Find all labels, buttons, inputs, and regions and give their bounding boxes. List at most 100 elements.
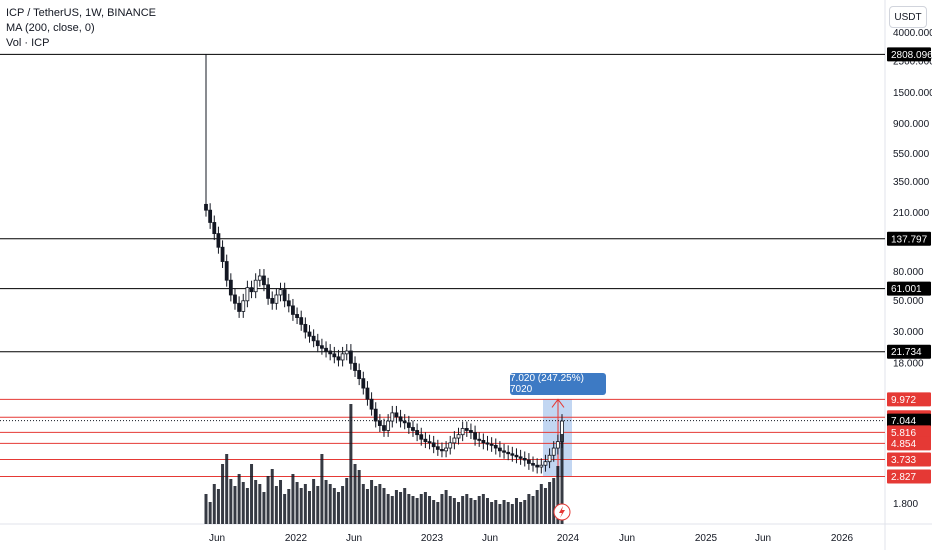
volume-bar bbox=[332, 488, 336, 524]
candle-body bbox=[315, 340, 320, 347]
legend-symbol: ICP / TetherUS, 1W, BINANCE bbox=[6, 7, 156, 19]
price-label-4854-bg bbox=[887, 436, 931, 451]
candle-body bbox=[419, 434, 424, 440]
volume-bar bbox=[457, 502, 461, 524]
volume-bar bbox=[266, 476, 270, 524]
volume-bar bbox=[312, 479, 316, 524]
y-tick-label: 210.000 bbox=[893, 208, 930, 219]
y-tick-label: 1.800 bbox=[893, 499, 918, 510]
price-label-2808: 2808.096 bbox=[891, 50, 932, 61]
candle-body bbox=[493, 444, 498, 449]
candle-body bbox=[510, 453, 515, 456]
volume-bar bbox=[481, 494, 485, 524]
candle-body bbox=[299, 317, 304, 325]
candle-body bbox=[431, 442, 436, 448]
candle-body bbox=[555, 441, 560, 449]
currency-selector-button[interactable]: USDT bbox=[889, 6, 927, 28]
volume-bar bbox=[299, 488, 303, 524]
candle-body bbox=[535, 464, 540, 468]
volume-bar bbox=[394, 490, 398, 524]
candle-body bbox=[228, 279, 233, 296]
candle-body bbox=[547, 454, 552, 463]
volume-bar bbox=[407, 494, 411, 524]
candle-body bbox=[514, 454, 519, 458]
volume-bar bbox=[283, 494, 287, 524]
volume-bar bbox=[423, 492, 427, 524]
volume-bar bbox=[415, 498, 419, 524]
candle-body bbox=[257, 275, 262, 281]
measure-label: 7.020 (247.25%) 7020 bbox=[510, 373, 606, 395]
price-label-9972-bg bbox=[887, 392, 931, 407]
volume-bar bbox=[552, 478, 556, 524]
volume-bar bbox=[473, 500, 477, 524]
candle-body bbox=[212, 222, 217, 235]
candle-body bbox=[522, 457, 527, 461]
candle-body bbox=[377, 420, 382, 426]
candle-body bbox=[311, 335, 316, 342]
volume-bar bbox=[291, 474, 295, 524]
candle-body bbox=[353, 362, 357, 371]
volume-bar bbox=[357, 470, 361, 524]
candle-body bbox=[336, 356, 341, 361]
price-label-2808-bg bbox=[887, 47, 931, 62]
candle-body bbox=[539, 464, 544, 468]
candle-body bbox=[208, 209, 213, 223]
candle-body bbox=[485, 442, 490, 445]
candle-body bbox=[402, 420, 407, 424]
volume-bar bbox=[519, 502, 523, 524]
volume-bar bbox=[419, 494, 423, 524]
price-label-21-bg bbox=[887, 344, 931, 359]
volume-bar bbox=[374, 486, 378, 524]
volume-bar bbox=[523, 500, 527, 524]
volume-bar bbox=[336, 492, 340, 524]
candle-body bbox=[398, 416, 403, 422]
candle-body bbox=[411, 427, 415, 431]
volume-bar bbox=[535, 490, 539, 524]
volume-bar bbox=[233, 486, 237, 524]
volume-bar bbox=[506, 502, 510, 524]
candle-body bbox=[220, 246, 225, 262]
candle-body bbox=[440, 449, 444, 452]
candle-body bbox=[382, 425, 386, 431]
candle-body bbox=[452, 437, 457, 444]
candle-body bbox=[307, 331, 312, 337]
candle-body bbox=[282, 289, 287, 302]
volume-bar bbox=[490, 502, 494, 524]
candle-body bbox=[543, 461, 548, 466]
candle-body bbox=[357, 370, 362, 380]
volume-bar bbox=[225, 454, 229, 524]
volume-bar bbox=[378, 484, 382, 524]
volume-bar bbox=[349, 404, 353, 524]
candle-body bbox=[344, 350, 349, 355]
price-label-61: 61.001 bbox=[891, 284, 922, 295]
candle-body bbox=[477, 438, 482, 441]
x-tick-label: 2024 bbox=[557, 533, 580, 544]
candle-body bbox=[365, 387, 370, 400]
y-tick-label: 350.000 bbox=[893, 177, 930, 188]
volume-bar bbox=[485, 498, 489, 524]
candle-body bbox=[303, 323, 308, 333]
volume-bar bbox=[270, 469, 274, 524]
volume-bar bbox=[353, 464, 357, 524]
price-label-4854: 4.854 bbox=[891, 439, 916, 450]
candle-body bbox=[278, 289, 283, 296]
candle-body bbox=[444, 447, 448, 452]
candle-body bbox=[456, 434, 461, 439]
volume-bar bbox=[448, 496, 452, 524]
volume-bar bbox=[386, 494, 390, 524]
volume-bar bbox=[428, 496, 432, 524]
volume-bar bbox=[324, 480, 328, 524]
x-tick-label: 2025 bbox=[695, 533, 718, 544]
volume-bar bbox=[432, 500, 436, 524]
volume-bar bbox=[543, 488, 547, 524]
flash-icon-glyph bbox=[559, 506, 565, 518]
candle-body bbox=[295, 314, 299, 318]
candle-body bbox=[241, 300, 246, 312]
candle-body bbox=[324, 347, 328, 352]
y-tick-label: 4000.000 bbox=[893, 28, 932, 39]
volume-bar bbox=[502, 500, 506, 524]
candle-body bbox=[373, 408, 378, 422]
volume-bar bbox=[208, 502, 212, 524]
candle-body bbox=[361, 378, 366, 389]
